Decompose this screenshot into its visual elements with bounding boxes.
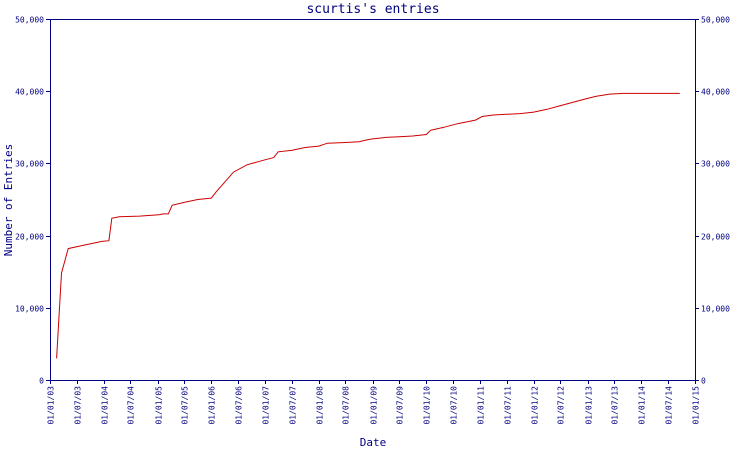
x-tick-label: 01/01/09 xyxy=(370,386,379,425)
y-tick-label-left: 0 xyxy=(39,377,44,386)
x-tick-label: 01/07/08 xyxy=(342,386,351,425)
x-tick-label: 01/01/08 xyxy=(316,386,325,425)
y-tick-label-right: 40,000 xyxy=(701,88,730,97)
x-tick-label: 01/01/05 xyxy=(155,386,164,425)
x-tick-label: 01/07/09 xyxy=(396,386,405,425)
x-tick-label: 01/01/07 xyxy=(262,386,271,425)
y-tick-label-left: 40,000 xyxy=(15,88,44,97)
x-tick-label: 01/07/04 xyxy=(127,386,136,425)
x-tick-label: 01/07/06 xyxy=(235,386,244,425)
x-tick-label: 01/01/15 xyxy=(692,386,701,425)
x-tick-label: 01/01/10 xyxy=(423,386,432,425)
y-axis-label: Number of Entries xyxy=(2,144,15,257)
x-axis-label: Date xyxy=(360,436,387,449)
x-tick-label: 01/07/03 xyxy=(74,386,83,425)
x-tick-label: 01/07/11 xyxy=(504,386,513,425)
x-tick-label: 01/01/03 xyxy=(47,386,56,425)
x-tick-label: 01/07/14 xyxy=(665,386,674,425)
y-tick-label-right: 50,000 xyxy=(701,16,730,25)
x-tick-label: 01/01/14 xyxy=(638,386,647,425)
plot-frame xyxy=(50,19,696,381)
x-tick-label: 01/01/11 xyxy=(477,386,486,425)
x-tick-label: 01/07/13 xyxy=(611,386,620,425)
y-tick-label-left: 30,000 xyxy=(15,160,44,169)
x-tick-label: 01/01/06 xyxy=(208,386,217,425)
x-axis: 01/01/03 01/07/03 01/01/04 01/07/04 01/01/05… xyxy=(47,380,701,425)
chart-title: scurtis's entries xyxy=(306,2,439,17)
y-axis-right: 0 10,000 20,000 30,000 40,000 50,000 xyxy=(695,16,730,386)
y-axis-left: 0 10,000 20,000 30,000 40,000 50,000 xyxy=(15,16,50,386)
y-tick-label-left: 20,000 xyxy=(15,233,44,242)
x-tick-label: 01/07/10 xyxy=(450,386,459,425)
x-tick-label: 01/07/05 xyxy=(181,386,190,425)
y-tick-label-right: 0 xyxy=(701,377,706,386)
y-tick-label-right: 10,000 xyxy=(701,305,730,314)
y-tick-label-right: 30,000 xyxy=(701,160,730,169)
x-tick-label: 01/01/12 xyxy=(531,386,540,425)
x-tick-label: 01/01/13 xyxy=(585,386,594,425)
x-tick-label: 01/07/07 xyxy=(289,386,298,425)
y-tick-label-right: 20,000 xyxy=(701,233,730,242)
x-tick-label: 01/01/04 xyxy=(101,386,110,425)
y-tick-label-left: 50,000 xyxy=(15,16,44,25)
series-line xyxy=(56,92,680,359)
x-tick-label: 01/07/12 xyxy=(557,386,566,425)
y-tick-label-left: 10,000 xyxy=(15,305,44,314)
